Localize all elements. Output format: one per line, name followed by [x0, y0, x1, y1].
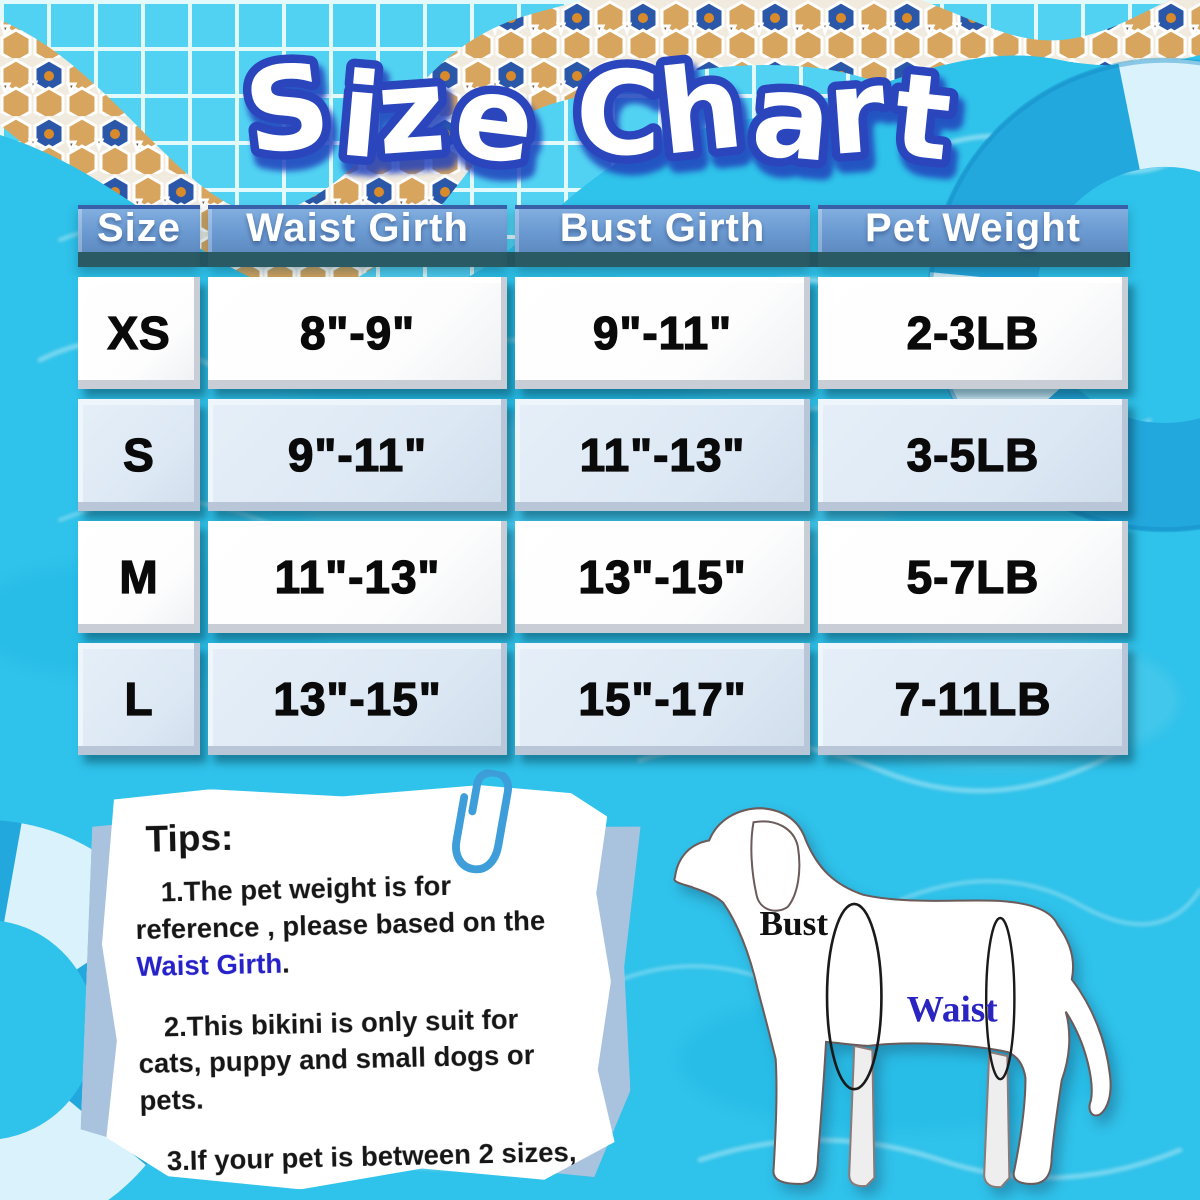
- table-cell-bust-s: 11"-13": [515, 399, 810, 511]
- poster-title: Size Chart Size Chart: [140, 8, 1060, 212]
- tip-1-text: 1.The pet weight is for reference , plea…: [135, 869, 546, 945]
- table-cell-waist-l: 13"-15": [208, 643, 507, 755]
- table-cell-size-s: S: [78, 399, 200, 511]
- table-cell-waist-m: 11"-13": [208, 521, 507, 633]
- tip-item-1: 1.The pet weight is for reference , plea…: [134, 865, 580, 986]
- paperclip-icon: [443, 765, 531, 885]
- title-shadow-text: Size Chart: [243, 47, 965, 201]
- dog-far-front-leg: [848, 1044, 876, 1188]
- table-cell-bust-m: 13"-15": [515, 521, 810, 633]
- dog-silhouette: [673, 807, 1112, 1185]
- table-cell-waist-xs: 8"-9": [208, 277, 507, 389]
- table-cell-size-m: M: [78, 521, 200, 633]
- tips-card: Tips: 1.The pet weight is for reference …: [99, 780, 616, 1193]
- dog-far-rear-leg: [983, 1050, 1011, 1189]
- tip-1-highlight: Waist Girth: [136, 947, 283, 982]
- col-header-size: Size: [78, 205, 200, 267]
- table-cell-weight-m: 5-7LB: [818, 521, 1128, 633]
- col-header-bust: Bust Girth: [515, 205, 810, 267]
- col-header-weight: Pet Weight: [818, 205, 1128, 267]
- table-cell-weight-l: 7-11LB: [818, 643, 1128, 755]
- bust-label: Bust: [760, 904, 829, 943]
- table-cell-weight-xs: 2-3LB: [818, 277, 1128, 389]
- tip-1-suffix: .: [281, 947, 291, 979]
- table-cell-bust-xs: 9"-11": [515, 277, 810, 389]
- table-cell-waist-s: 9"-11": [208, 399, 507, 511]
- size-table: Size Waist Girth Bust Girth Pet Weight X…: [78, 205, 1130, 755]
- dog-ear: [750, 820, 801, 912]
- col-header-waist: Waist Girth: [208, 205, 507, 267]
- tip-item-2: 2.This bikini is only suit for cats, pup…: [137, 999, 583, 1120]
- table-cell-bust-l: 15"-17": [515, 643, 810, 755]
- dog-diagram: Bust Waist: [645, 782, 1137, 1195]
- table-cell-weight-s: 3-5LB: [818, 399, 1128, 511]
- waist-measure-band: [984, 916, 1016, 1081]
- tip-2-text: 2.This bikini is only suit for cats, pup…: [138, 1002, 535, 1117]
- title-text: Size Chart: [238, 37, 960, 191]
- table-cell-size-l: L: [78, 643, 200, 755]
- table-cell-size-xs: XS: [78, 277, 200, 389]
- waist-label: Waist: [907, 990, 999, 1031]
- water-wave: [0, 55, 1200, 340]
- bust-measure-band: [825, 902, 883, 1091]
